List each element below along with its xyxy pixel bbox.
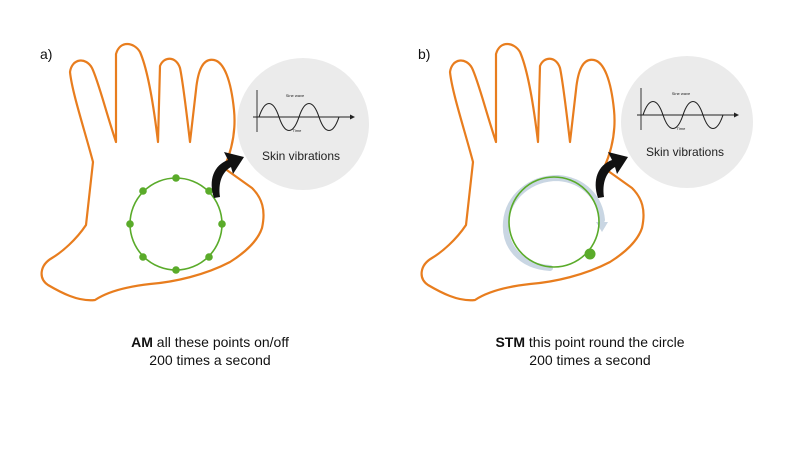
caption-keyword: AM bbox=[131, 334, 153, 350]
wave-axis-label: Time bbox=[293, 128, 303, 133]
wave-title: Sine wave bbox=[672, 91, 691, 96]
sine-wave bbox=[642, 100, 731, 130]
am-point bbox=[205, 187, 213, 195]
stimulation-circle bbox=[508, 176, 600, 268]
caption-line-2: 200 times a second bbox=[149, 352, 271, 368]
am-point bbox=[139, 253, 147, 261]
moving-point bbox=[584, 248, 596, 260]
am-point bbox=[172, 266, 180, 274]
wave-axis-label: Time bbox=[677, 126, 687, 131]
panel-b: Sine wave Time Skin vibrations bbox=[420, 42, 753, 302]
panel-b-caption: STM this point round the circle 200 time… bbox=[430, 333, 750, 369]
am-point bbox=[172, 174, 180, 182]
caption-keyword: STM bbox=[495, 334, 526, 350]
curved-arrow-icon bbox=[595, 152, 628, 198]
caption-line-1: this point round the circle bbox=[525, 334, 685, 350]
wave-title: Sine wave bbox=[286, 93, 305, 98]
callout-bubble: Sine wave Time Skin vibrations bbox=[621, 56, 753, 188]
callout-circle bbox=[237, 58, 369, 190]
am-point bbox=[139, 187, 147, 195]
panel-b-label: b) bbox=[418, 46, 431, 62]
x-axis-arrow-icon bbox=[734, 112, 739, 118]
sine-wave bbox=[258, 102, 347, 132]
hand-outline bbox=[40, 42, 265, 302]
x-axis-arrow-icon bbox=[350, 114, 355, 120]
curved-arrow-icon bbox=[211, 152, 244, 198]
panel-a-caption: AM all these points on/off 200 times a s… bbox=[50, 333, 370, 369]
am-point bbox=[126, 220, 134, 228]
callout-bubble: Sine wave Time Skin vibrations bbox=[237, 58, 369, 190]
callout-circle bbox=[621, 56, 753, 188]
callout-caption: Skin vibrations bbox=[262, 149, 340, 163]
am-point bbox=[205, 253, 213, 261]
am-points bbox=[126, 174, 226, 274]
am-point bbox=[218, 220, 226, 228]
panel-a: Sine wave Time Skin vibrations bbox=[40, 42, 369, 302]
callout-caption: Skin vibrations bbox=[646, 145, 724, 159]
caption-line-1: all these points on/off bbox=[152, 334, 289, 350]
caption-line-2: 200 times a second bbox=[529, 352, 651, 368]
panel-a-label: a) bbox=[40, 46, 53, 62]
